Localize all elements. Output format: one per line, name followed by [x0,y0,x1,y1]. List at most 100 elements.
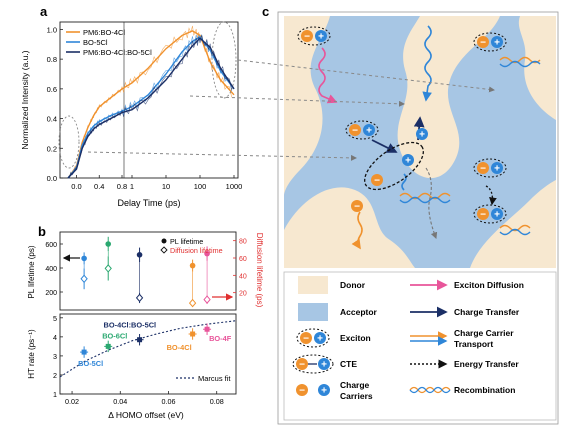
chart-b-bottom-xlabel: Δ HOMO offset (eV) [108,410,184,420]
pl-lifetime-point [81,255,87,262]
connector-arrow [87,151,357,161]
data-point [190,331,196,337]
y-tick-label: 0.2 [47,144,57,153]
hole-charge [318,384,330,396]
point-label: BO-6Cl [102,331,127,340]
charge-transfer-path [371,139,398,153]
y-tick-label: 0.4 [47,115,57,124]
electron-charge [477,208,489,220]
charge-symbol: + [317,334,323,345]
chart-a-xlabel: Delay Time (ps) [117,198,180,208]
marcus-fit-legend-label: Marcus fit [198,374,231,383]
highlight-early-rise [58,115,80,169]
connector-arrow [237,59,495,93]
electron-charge [349,124,361,136]
chart-b-top-ylabel-right: Diffusion lifetime (ps) [255,233,264,308]
legend-label: Donor [340,280,366,290]
y-tick-label: 0.0 [47,174,57,183]
hole-charge [491,36,503,48]
charge-symbol: − [303,334,309,345]
charge-symbol: − [352,126,358,137]
y-tick-label: 200 [45,290,57,297]
x-tick-label: 0.4 [94,182,104,191]
exciton-outline [345,120,379,140]
exciton-outline [473,32,507,52]
charge-symbol: + [321,386,327,397]
legend-label: PM6:BO-4Cl:BO-5Cl [83,48,152,57]
y-tick-label: 2 [53,371,57,380]
electron-charge [301,30,313,42]
hole-charge [416,128,428,140]
x-tick-label: 0.0 [71,182,81,191]
legend-label: Energy Transfer [454,359,519,369]
charge-symbol: − [299,360,305,371]
charge-symbol: + [494,210,500,221]
charge-symbol: + [494,164,500,175]
chart-b-bottom-ylabel: HT rate (ps⁻¹) [27,329,36,379]
recombination-wave-4 [499,60,541,68]
pl-lifetime-point [105,241,112,247]
diffusion-lifetime-point [188,298,197,308]
legend-marker-filled [161,238,167,244]
chart-b-bottom-frame [59,313,237,395]
legend-label: Acceptor [340,307,378,317]
x-tick-label: 1 [130,182,134,191]
hole-charge [318,358,330,370]
recombination-swatch-blue [409,386,451,394]
donor-domain [284,16,330,196]
electron-charge [477,36,489,48]
x-tick-label: 0.08 [210,397,224,406]
point-label: BO-4F [209,334,232,343]
y-tick-label: 0.8 [47,55,57,64]
electron-charge [477,162,489,174]
charge-symbol: + [318,32,324,43]
pl-lifetime-point [136,252,143,258]
hole-charge [315,30,327,42]
charge-symbol: − [480,38,486,49]
hole-charge [491,162,503,174]
electron-charge [351,200,363,212]
exciton-outline [473,204,507,224]
chart-a-ylabel: Normalized Intensity (a.u.) [20,50,30,149]
panel-label-b: b [38,224,46,239]
series-noise-trace [68,35,232,179]
legend-label: PL lifetime [170,237,203,246]
legend-label: CTE [340,359,357,369]
charge-symbol: − [374,176,380,187]
highlight-peak [211,21,237,99]
chart-b-top-frame [59,231,237,311]
electron-charge [296,384,308,396]
energy-transfer-path [485,185,497,206]
point-label: BO-4Cl:BO-5Cl [104,321,157,330]
y-right-tick-label: 20 [239,291,247,298]
diffusion-lifetime-point [80,274,88,284]
charge-symbol: + [321,360,327,371]
legend-label: Charge [340,380,370,390]
panel-label-c: c [262,4,269,19]
y-right-tick-label: 60 [239,256,247,263]
recombination-wave-2 [399,196,451,204]
hole-charge [491,208,503,220]
chart-b-top-ylabel: PL lifetime (ps) [27,245,36,298]
schematic-legend-frame [283,271,557,421]
hole-charge [402,154,414,166]
electron-charge [300,332,312,344]
donor-domain [284,187,415,268]
y-tick-label: 400 [45,266,57,273]
donor-swatch [298,276,328,294]
legend-label: Transport [454,339,493,349]
x-tick-label: 10 [162,182,170,191]
legend-label: Recombination [454,385,515,395]
data-point [105,343,111,349]
exciton-outline [297,26,331,46]
cte-outline [292,354,334,374]
chart-a-frame [59,21,239,179]
cte-ellipse [364,141,424,191]
charge-symbol: + [405,156,411,167]
charge-symbol: − [299,386,305,397]
donor-domain [518,16,556,120]
data-point [81,349,87,355]
recombination-wave-5 [499,224,531,232]
